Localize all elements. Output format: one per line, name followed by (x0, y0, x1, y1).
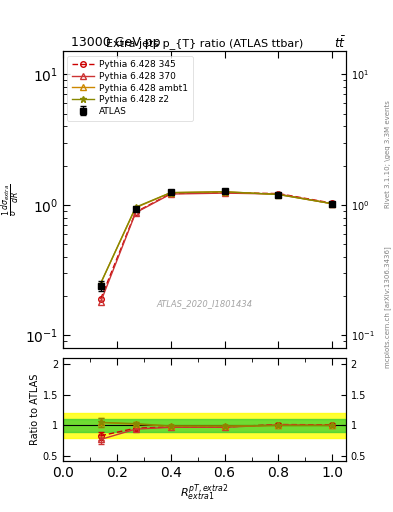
Pythia 6.428 z2 (330, 201, 335, 207)
Bar (63, 413, 346, 438)
Bar (63, 419, 346, 432)
Text: 13000 GeV pp: 13000 GeV pp (71, 36, 160, 49)
Pythia 6.428 370 (133, 210, 138, 216)
Pythia 6.428 370 (98, 299, 103, 305)
Pythia 6.428 345 (168, 190, 173, 197)
Line: Pythia 6.428 370: Pythia 6.428 370 (98, 190, 335, 305)
Pythia 6.428 370 (222, 190, 227, 196)
Pythia 6.428 370 (168, 191, 173, 197)
Pythia 6.428 345 (98, 296, 103, 302)
Y-axis label: $\frac{1}{\sigma}\frac{d\sigma_{extra}}{dR}$: $\frac{1}{\sigma}\frac{d\sigma_{extra}}{… (0, 183, 22, 216)
Text: ATLAS_2020_I1801434: ATLAS_2020_I1801434 (156, 299, 252, 308)
Pythia 6.428 345 (222, 189, 227, 196)
Pythia 6.428 ambt1 (330, 201, 335, 207)
Pythia 6.428 345 (276, 190, 281, 197)
Line: Pythia 6.428 345: Pythia 6.428 345 (98, 190, 335, 302)
Pythia 6.428 z2 (133, 204, 138, 210)
Pythia 6.428 ambt1 (98, 281, 103, 287)
Pythia 6.428 z2 (168, 189, 173, 196)
Pythia 6.428 z2 (222, 188, 227, 195)
Pythia 6.428 z2 (98, 281, 103, 287)
Pythia 6.428 370 (330, 201, 335, 207)
Legend: Pythia 6.428 345, Pythia 6.428 370, Pythia 6.428 ambt1, Pythia 6.428 z2, ATLAS: Pythia 6.428 345, Pythia 6.428 370, Pyth… (67, 56, 193, 120)
Pythia 6.428 ambt1 (168, 189, 173, 196)
Text: mcplots.cern.ch [arXiv:1306.3436]: mcplots.cern.ch [arXiv:1306.3436] (384, 246, 391, 368)
Pythia 6.428 ambt1 (276, 191, 281, 198)
Line: Pythia 6.428 ambt1: Pythia 6.428 ambt1 (98, 189, 335, 286)
X-axis label: $R^{pT,extra2}_{extra1}$: $R^{pT,extra2}_{extra1}$ (180, 482, 229, 503)
Pythia 6.428 ambt1 (133, 205, 138, 211)
Pythia 6.428 ambt1 (222, 188, 227, 195)
Title: Extra jets p_{T} ratio (ATLAS ttbar): Extra jets p_{T} ratio (ATLAS ttbar) (106, 38, 303, 49)
Pythia 6.428 345 (330, 200, 335, 206)
Text: Rivet 3.1.10; \geq 3.3M events: Rivet 3.1.10; \geq 3.3M events (385, 100, 391, 207)
Pythia 6.428 345 (133, 209, 138, 215)
Pythia 6.428 z2 (276, 191, 281, 198)
Text: $t\bar{t}$: $t\bar{t}$ (334, 36, 346, 51)
Pythia 6.428 370 (276, 191, 281, 197)
Y-axis label: Ratio to ATLAS: Ratio to ATLAS (30, 374, 40, 445)
Line: Pythia 6.428 z2: Pythia 6.428 z2 (97, 188, 336, 287)
